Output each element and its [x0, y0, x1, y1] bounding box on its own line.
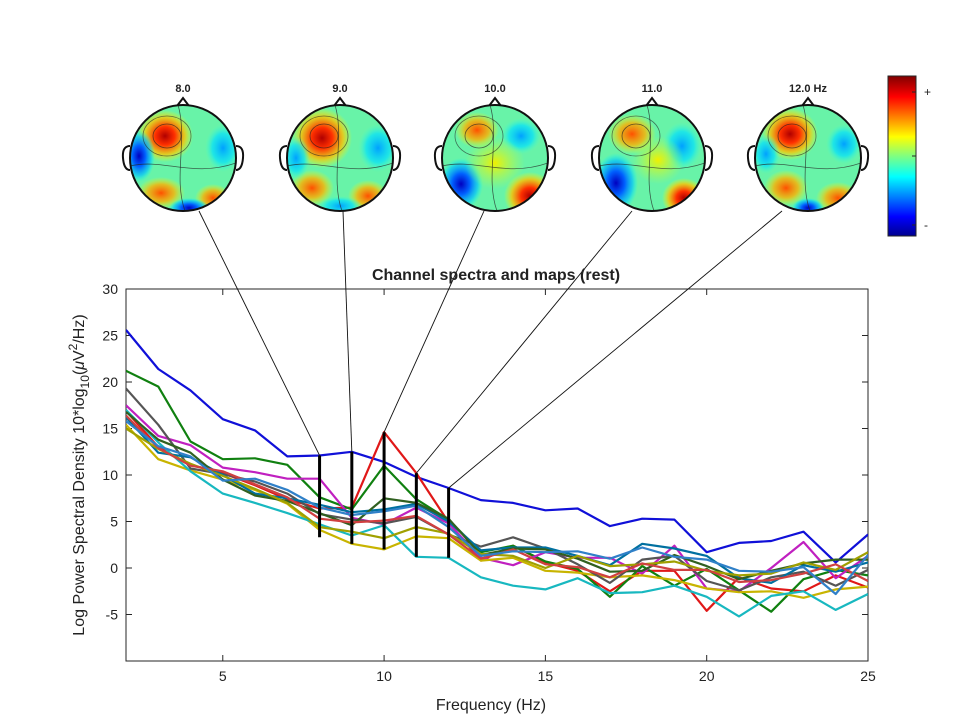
head-nose — [176, 96, 190, 107]
y-tick-label: -5 — [106, 607, 119, 623]
topomap-2: 9.0 — [278, 83, 402, 212]
topomap-field — [442, 105, 548, 211]
head-ear-left — [746, 145, 756, 171]
x-tick-label: 25 — [860, 668, 876, 684]
x-tick-label: 15 — [538, 668, 554, 684]
topomap-3: 10.0 — [433, 83, 557, 212]
head-ear-right — [392, 145, 402, 171]
y-axis-label-open: ( — [71, 369, 88, 375]
topomap-4: 11.0 — [590, 83, 714, 212]
head-nose — [645, 96, 659, 107]
connector-line-9hz — [342, 210, 353, 452]
topomap-label-1: 8.0 — [175, 83, 190, 95]
head-ear-right — [704, 145, 714, 171]
y-axis-label-mu: μ — [71, 361, 88, 371]
topomap-field — [287, 105, 393, 211]
colorbar — [887, 75, 917, 237]
head-ear-right — [235, 145, 245, 171]
x-tick-label: 20 — [699, 668, 715, 684]
topomap-field — [755, 105, 861, 211]
spectra-lines — [126, 329, 868, 618]
y-axis-label-main: Log Power Spectral Density 10*log — [71, 388, 88, 635]
head-nose — [333, 96, 347, 107]
spectrum-line-1 — [126, 329, 868, 564]
x-tick-label: 10 — [376, 668, 392, 684]
y-tick-label: 0 — [110, 560, 118, 576]
topomap-1: 8.0 — [121, 83, 245, 212]
connector-line-10hz — [383, 210, 485, 433]
head-ear-left — [278, 145, 288, 171]
head-ear-right — [547, 145, 557, 171]
head-ear-left — [121, 145, 131, 171]
highlight-bars — [318, 432, 451, 558]
y-tick-label: 15 — [102, 421, 118, 437]
head-outline — [598, 104, 706, 212]
head-ear-left — [433, 145, 443, 171]
spectrum-line-8 — [126, 416, 868, 585]
y-tick-label: 10 — [102, 467, 118, 483]
chart-title: Channel spectra and maps (rest) — [372, 267, 620, 284]
connector-line-11hz — [416, 210, 633, 474]
topomap-label-2: 9.0 — [332, 83, 347, 95]
y-tick-label: 5 — [110, 514, 118, 530]
topomap-5: 12.0 Hz — [746, 83, 870, 212]
y-tick-label: 30 — [102, 281, 118, 297]
spectrum-line-7 — [126, 387, 868, 592]
head-outline — [129, 104, 237, 212]
spectrum-line-12 — [126, 420, 868, 596]
connector-line-8hz — [198, 210, 320, 456]
x-axis-label: Frequency (Hz) — [436, 697, 546, 714]
topomap-label-4: 11.0 — [642, 83, 663, 95]
y-tick-label: 20 — [102, 374, 118, 390]
colorbar-minus-label: - — [924, 218, 928, 232]
head-ear-left — [590, 145, 600, 171]
y-axis-label: Log Power Spectral Density 10*log10(μV2/… — [66, 314, 92, 635]
topomap-label-3: 10.0 — [484, 83, 505, 95]
map-connector-lines — [198, 210, 783, 489]
y-axis-label-close: /Hz) — [71, 314, 88, 343]
topomap-field — [599, 105, 705, 211]
topomaps: 8.0 9.0 10.0 11.0 12.0 Hz — [121, 83, 870, 212]
connector-line-12hz — [448, 210, 783, 489]
axis-ticks: 5 10 15 20 25 -5 0 5 10 15 20 25 30 — [102, 281, 876, 684]
spectrum-line-6 — [126, 409, 868, 618]
topomap-label-5: 12.0 Hz — [789, 83, 827, 95]
colorbar-plus-label: + — [924, 85, 931, 99]
topomap-field — [130, 105, 236, 211]
head-nose — [488, 96, 502, 107]
head-ear-right — [860, 145, 870, 171]
head-outline — [754, 104, 862, 212]
x-tick-label: 5 — [219, 668, 227, 684]
spectrum-line-9 — [126, 410, 868, 581]
spectrum-line-5 — [126, 424, 868, 599]
head-nose — [801, 96, 815, 107]
y-axis-label-unit: V — [71, 350, 88, 361]
y-axis-label-subscript: 10 — [78, 375, 92, 389]
head-outline — [286, 104, 394, 212]
y-axis-label-superscript: 2 — [66, 343, 80, 350]
head-outline — [441, 104, 549, 212]
y-tick-label: 25 — [102, 328, 118, 344]
